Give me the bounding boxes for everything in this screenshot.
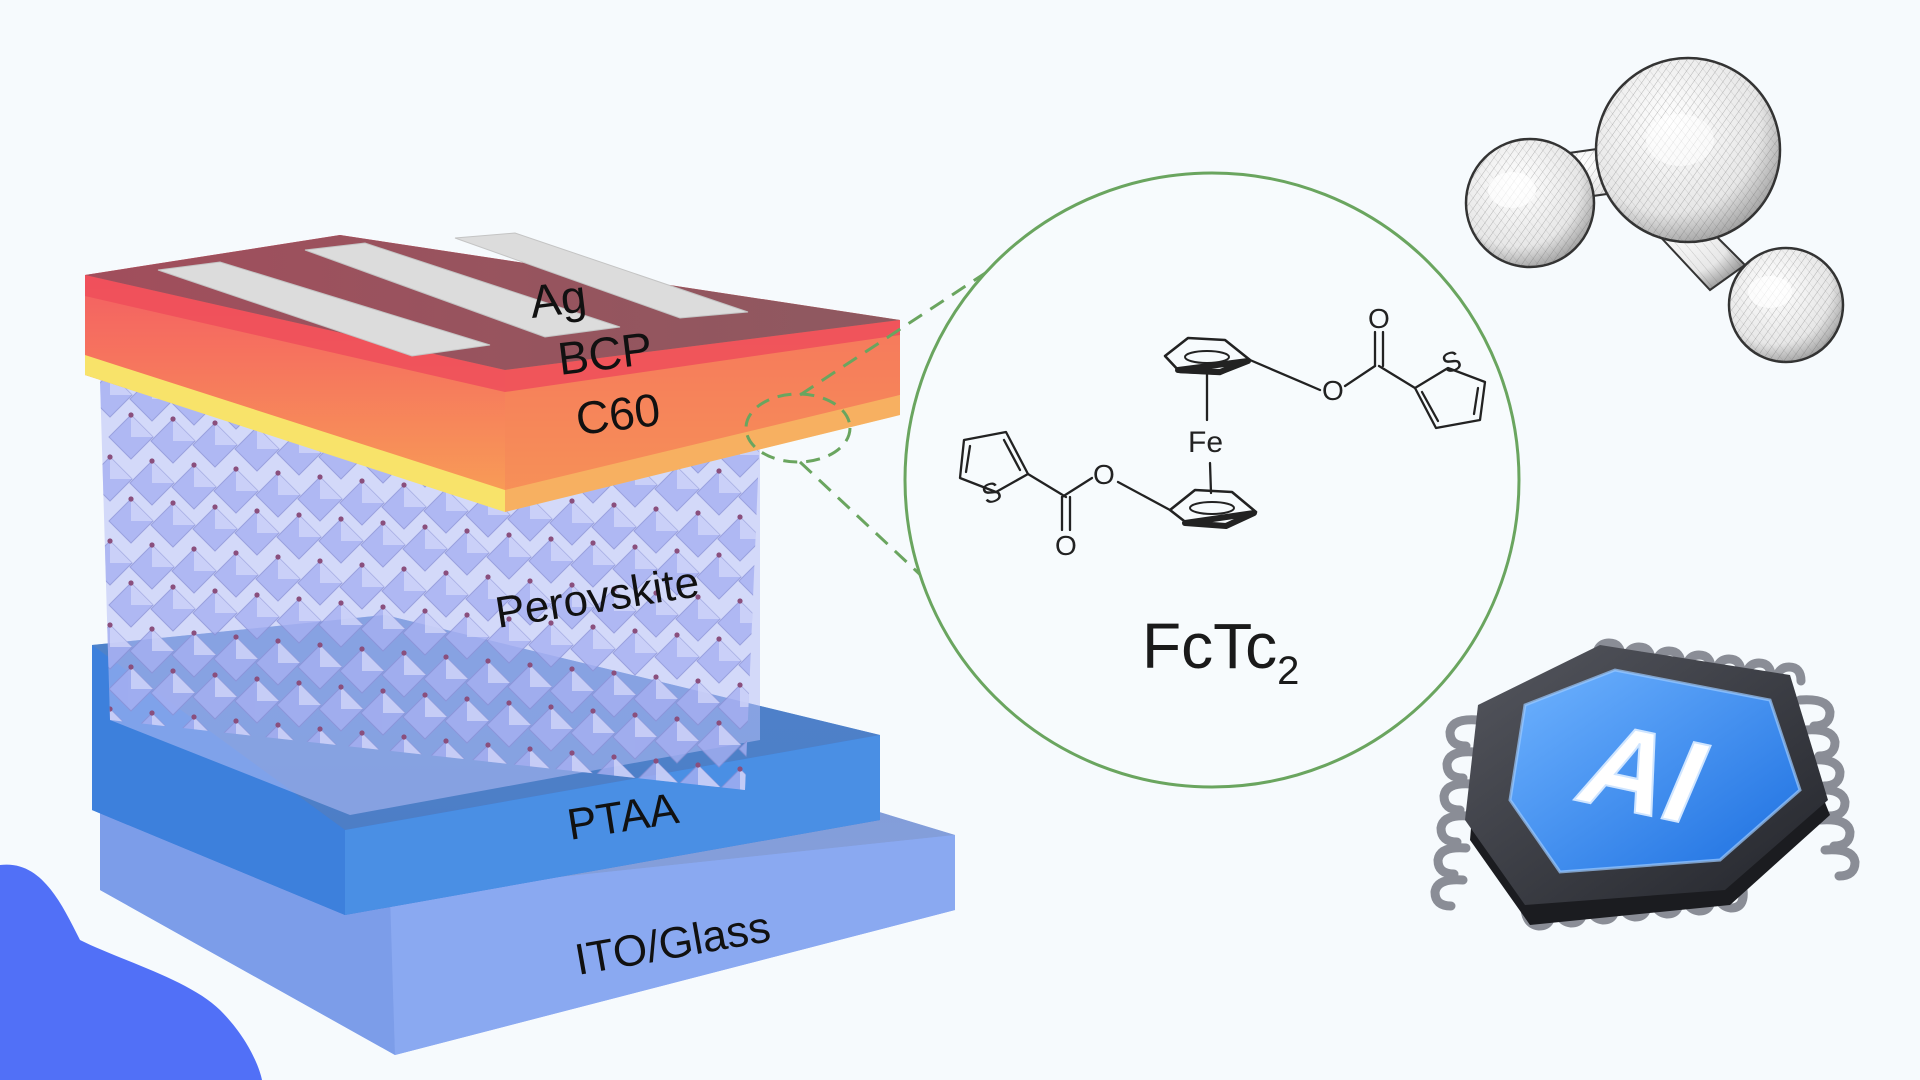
atom-o-lower-ester: O	[1093, 459, 1115, 490]
layer-top-slab	[85, 232, 900, 512]
label-bcp: BCP	[555, 322, 655, 385]
atom-o-upper-ester: O	[1322, 375, 1344, 406]
layer-bcp	[85, 275, 900, 392]
label-ag: Ag	[527, 269, 589, 327]
molecule-name: FcTc2	[1142, 610, 1299, 693]
molecule-name-main: FcTc	[1142, 610, 1277, 682]
molecule-name-subscript: 2	[1277, 649, 1299, 693]
label-c60: C60	[573, 383, 663, 445]
device-stack: Ag BCP C60 Perovskite PTAA ITO/Glass	[85, 232, 955, 1055]
atom-o-lower-carbonyl: O	[1055, 530, 1077, 561]
accent-blob	[0, 864, 262, 1080]
zoom-callout	[744, 171, 1521, 789]
zoom-line-top	[799, 268, 991, 397]
atom-fe: Fe	[1188, 426, 1223, 459]
atom-o-upper-carbonyl: O	[1368, 303, 1390, 334]
zoom-circle	[903, 171, 1521, 789]
ag-electrodes	[157, 232, 749, 357]
zoom-source-ellipse	[744, 392, 852, 464]
molecule-sketch-icon	[1464, 56, 1845, 364]
ai-chip-icon: AI	[1430, 638, 1860, 931]
fctc2-structure	[958, 330, 1487, 532]
